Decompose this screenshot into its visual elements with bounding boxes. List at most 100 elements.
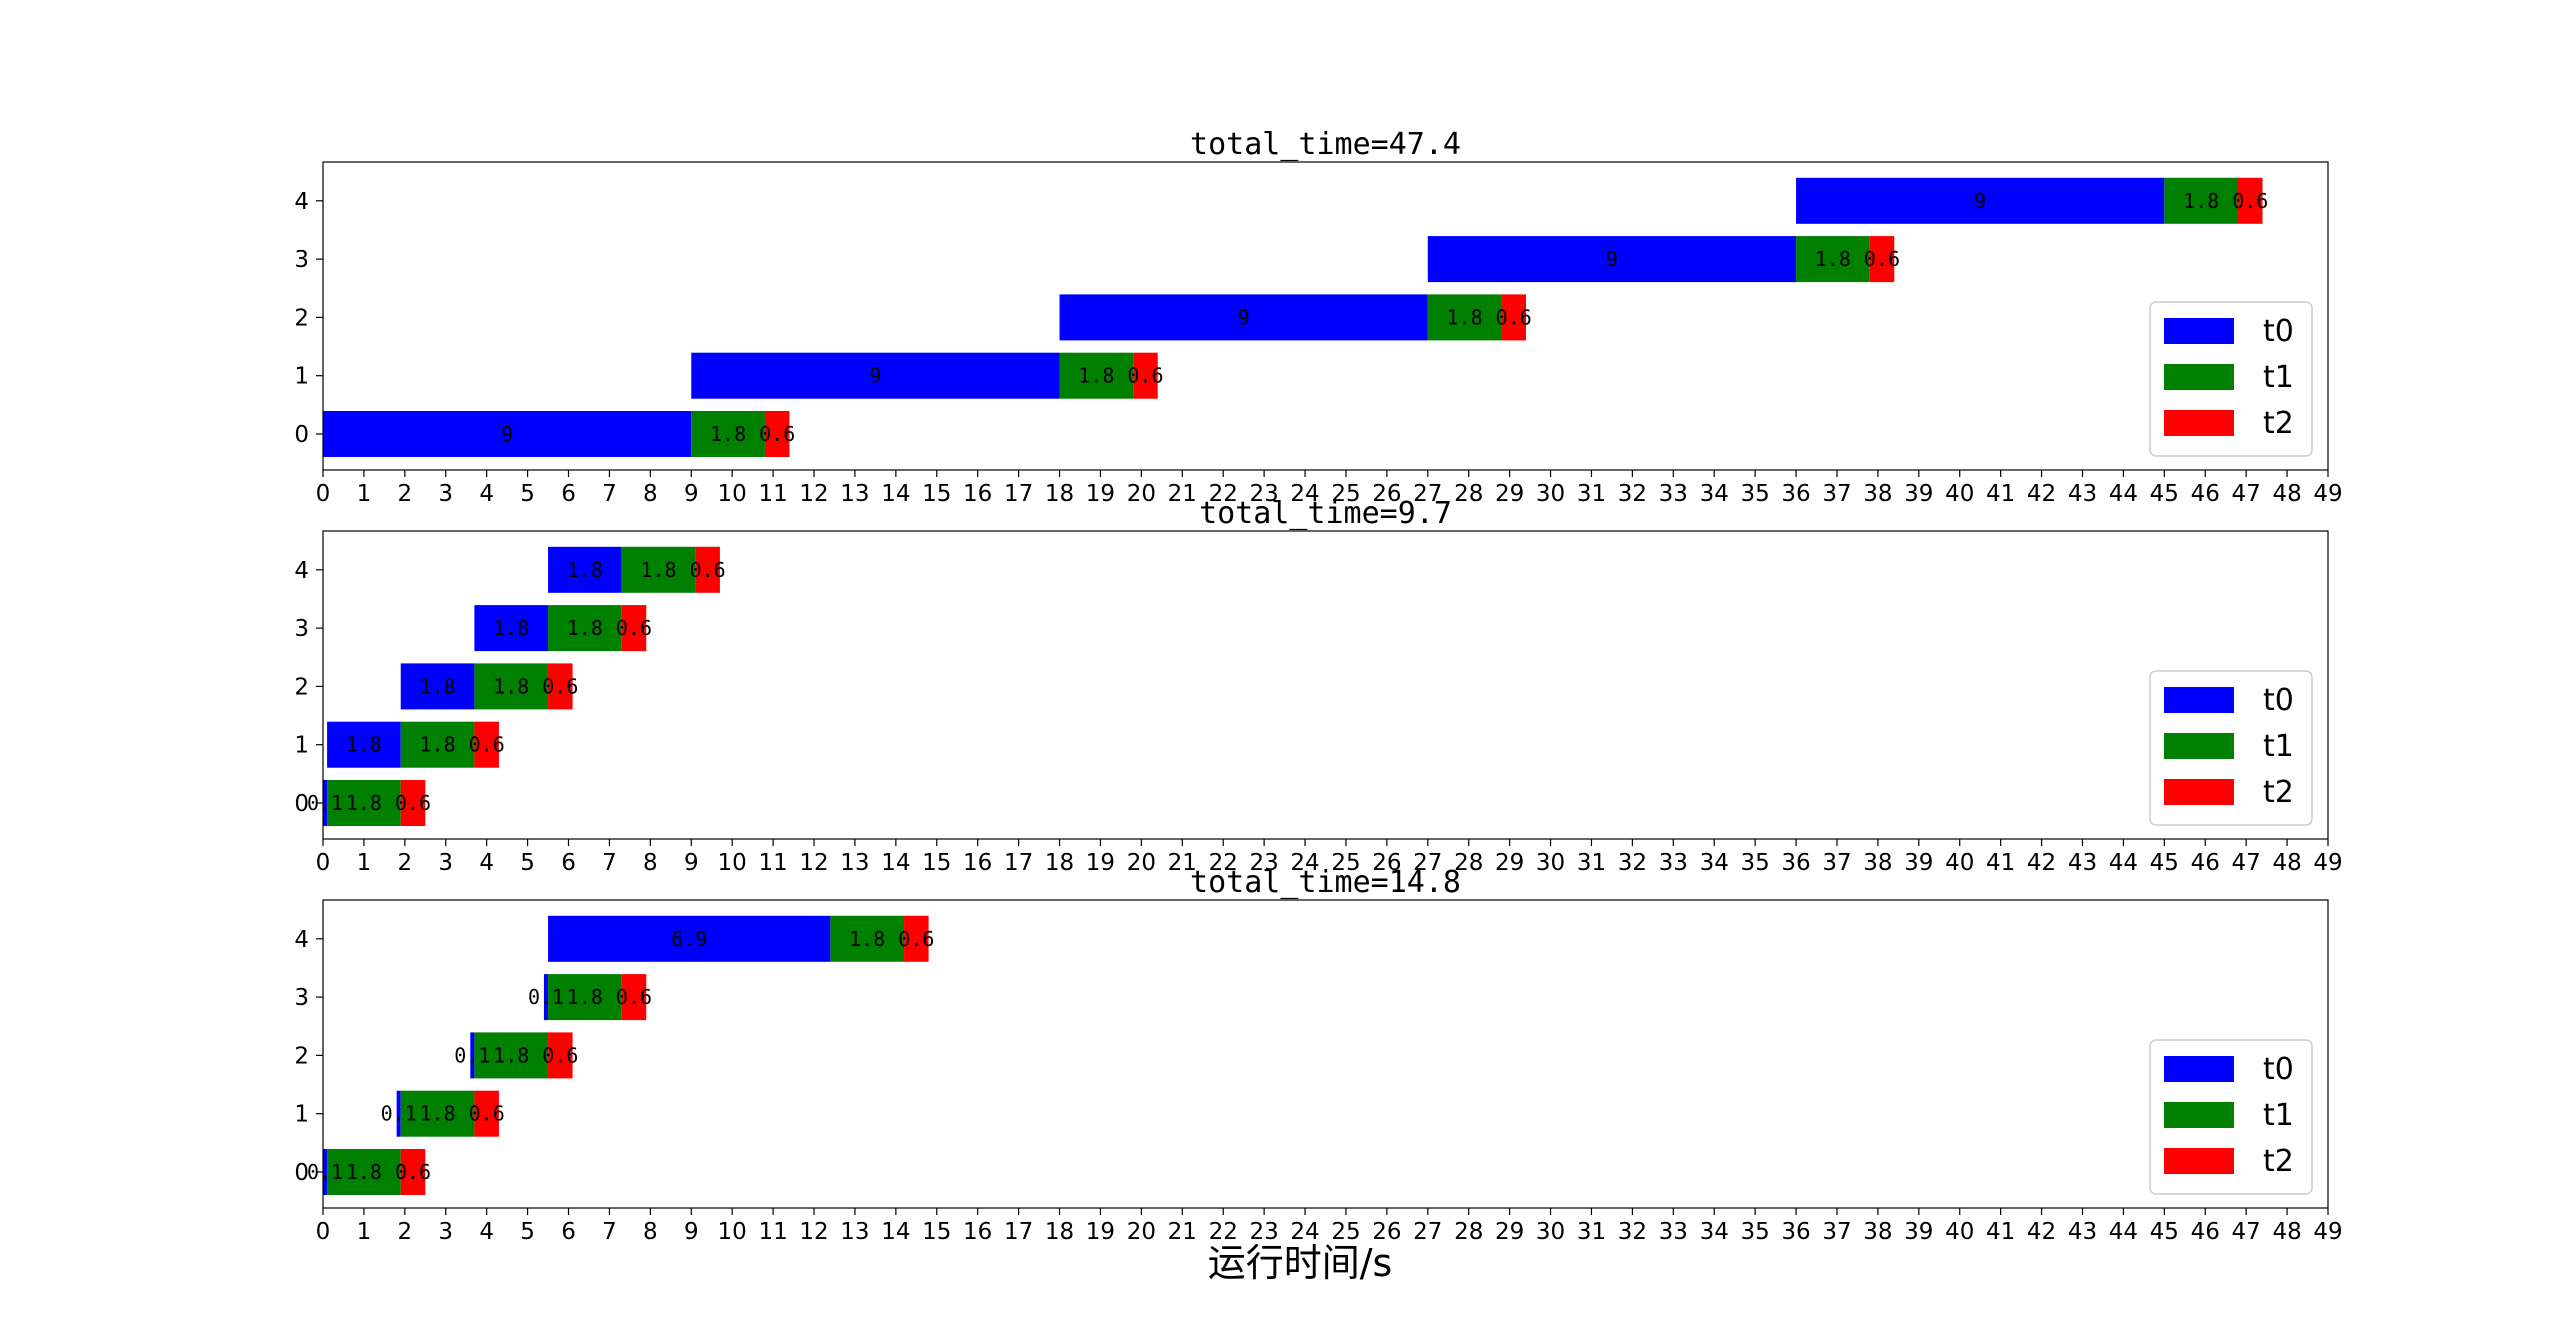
legend-label-t2: t2 — [2263, 775, 2294, 810]
axes-frame — [322, 899, 2329, 1209]
bar-label-t0-row-3: 1.8 — [493, 616, 529, 640]
x-tick-label: 5 — [520, 850, 535, 876]
bar-label-t0-row-2: 0.1 — [454, 1043, 490, 1067]
bar-t2-row-2 — [548, 663, 573, 710]
x-tick-label: 21 — [1168, 481, 1197, 507]
x-tick-label: 14 — [881, 850, 910, 876]
bar-label-t0-row-2: 1.8 — [420, 674, 456, 698]
x-tick-label: 45 — [2150, 850, 2179, 876]
legend-label-t0: t0 — [2263, 314, 2294, 349]
x-tick-label: 46 — [2191, 1219, 2220, 1245]
x-tick-label: 30 — [1536, 850, 1565, 876]
x-tick-label: 6 — [561, 1219, 576, 1245]
x-tick-label: 30 — [1536, 481, 1565, 507]
x-tick-label: 27 — [1413, 1219, 1442, 1245]
bar-t0-row-1 — [327, 721, 401, 768]
x-tick-label: 3 — [438, 1219, 453, 1245]
x-tick-label: 39 — [1904, 1219, 1933, 1245]
x-tick-label: 19 — [1086, 1219, 1115, 1245]
bar-label-t2-row-0: 0.6 — [395, 1160, 431, 1184]
x-tick-label: 3 — [438, 850, 453, 876]
x-tick-label: 36 — [1781, 1219, 1810, 1245]
x-tick-label: 48 — [2272, 850, 2301, 876]
x-tick-label: 23 — [1249, 850, 1278, 876]
legend-swatch-t2 — [2164, 1148, 2234, 1174]
legend-swatch-t0 — [2164, 687, 2234, 713]
x-tick-label: 34 — [1700, 1219, 1729, 1245]
x-tick-label: 13 — [840, 850, 869, 876]
legend-swatch-t0 — [2164, 318, 2234, 344]
x-tick-label: 48 — [2272, 481, 2301, 507]
x-tick-label: 29 — [1495, 481, 1524, 507]
x-tick-label: 46 — [2191, 481, 2220, 507]
bar-t1-row-0 — [691, 411, 765, 457]
bar-label-t0-row-2: 9 — [1238, 305, 1250, 329]
x-tick-label: 0 — [316, 1219, 331, 1245]
y-tick-label: 3 — [294, 247, 309, 273]
x-tick-label: 41 — [1986, 1219, 2015, 1245]
bar-t1-row-0 — [327, 780, 401, 826]
x-tick-label: 16 — [963, 850, 992, 876]
bar-t1-row-2 — [474, 663, 549, 710]
x-tick-label: 0 — [316, 481, 331, 507]
x-tick-label: 16 — [963, 1219, 992, 1245]
legend-swatch-t1 — [2164, 364, 2234, 390]
x-tick-label: 4 — [479, 1219, 494, 1245]
x-tick-label: 37 — [1822, 1219, 1851, 1245]
y-tick-label: 3 — [294, 616, 309, 642]
legend-label-t2: t2 — [2263, 406, 2294, 441]
chart-panel-1: total_time=47.4 9 9 9 9 9 1.8 1.8 1.8 1.8 1.8 0.6 0.… — [294, 127, 2342, 507]
x-tick-label: 32 — [1618, 1219, 1647, 1245]
legend-label-t0: t0 — [2263, 1052, 2294, 1087]
bar-label-t0-row-4: 1.8 — [567, 558, 603, 582]
x-tick-label: 39 — [1904, 850, 1933, 876]
x-tick-label: 20 — [1127, 1219, 1156, 1245]
x-tick-label: 38 — [1863, 481, 1892, 507]
x-tick-label: 46 — [2191, 850, 2220, 876]
bar-label-t2-row-3: 0.6 — [616, 616, 652, 640]
x-tick-label: 6 — [561, 481, 576, 507]
bar-t2-row-4 — [904, 915, 929, 962]
y-tick-label: 4 — [294, 558, 309, 584]
x-tick-label: 1 — [357, 481, 372, 507]
x-tick-label: 12 — [799, 850, 828, 876]
x-tick-label: 45 — [2150, 1219, 2179, 1245]
x-tick-label: 48 — [2272, 1219, 2301, 1245]
x-tick-label: 4 — [479, 481, 494, 507]
bar-t0-row-4 — [1796, 177, 2165, 224]
x-tick-label: 9 — [684, 481, 699, 507]
y-tick-label: 0 — [294, 1160, 309, 1186]
legend: t0 t1 t2 — [2149, 1039, 2313, 1195]
bar-label-t1-row-2: 1.8 — [1447, 305, 1483, 329]
x-tick-label: 2 — [398, 1219, 413, 1245]
x-tick-label: 44 — [2109, 481, 2138, 507]
x-tick-label: 26 — [1372, 850, 1401, 876]
y-tick-label: 2 — [294, 1043, 309, 1069]
x-tick-label: 30 — [1536, 1219, 1565, 1245]
x-tick-label: 1 — [357, 850, 372, 876]
x-tick-label: 6 — [561, 850, 576, 876]
x-tick-label: 47 — [2232, 850, 2261, 876]
bar-label-t0-row-4: 9 — [1974, 189, 1986, 213]
x-tick-label: 26 — [1372, 1219, 1401, 1245]
bar-label-t1-row-1: 1.8 — [1078, 364, 1114, 388]
bar-t1-row-3 — [548, 974, 622, 1021]
legend-swatch-t1 — [2164, 733, 2234, 759]
bar-t1-row-4 — [621, 546, 696, 593]
bar-t2-row-1 — [474, 1090, 499, 1137]
x-tick-label: 28 — [1454, 850, 1483, 876]
x-tick-label: 10 — [718, 850, 747, 876]
bar-label-t0-row-0: 9 — [501, 422, 513, 446]
y-tick-label: 4 — [294, 927, 309, 953]
legend: t0 t1 t2 — [2149, 301, 2313, 457]
bar-t0-row-3 — [543, 974, 549, 1021]
bar-t1-row-0 — [327, 1149, 401, 1195]
x-tick-label: 22 — [1209, 481, 1238, 507]
x-tick-label: 18 — [1045, 850, 1074, 876]
bar-label-t1-row-4: 1.8 — [640, 558, 676, 582]
chart-title: total_time=9.7 — [1199, 496, 1452, 531]
bar-t0-row-1 — [396, 1090, 401, 1137]
x-tick-label: 35 — [1741, 850, 1770, 876]
bar-label-t0-row-0: 0.1 — [307, 1160, 343, 1184]
x-tick-label: 31 — [1577, 1219, 1606, 1245]
